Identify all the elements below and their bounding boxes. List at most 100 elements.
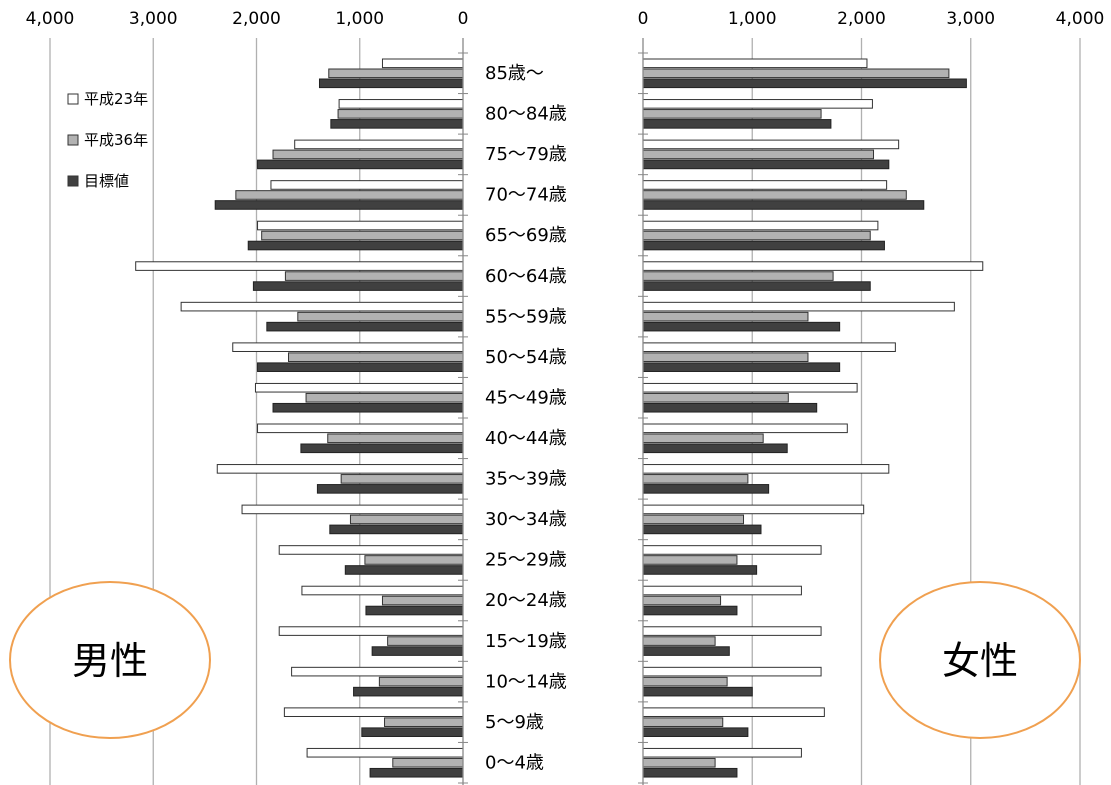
male-bar xyxy=(344,565,464,575)
age-group-label: 15～19歳 xyxy=(485,631,567,652)
male-bar xyxy=(353,686,464,697)
female-bar xyxy=(642,78,967,89)
female-bar xyxy=(642,484,770,494)
male-bar xyxy=(266,321,464,332)
female-bar xyxy=(642,595,722,606)
male-bar xyxy=(216,464,464,474)
female-tick-label: 0 xyxy=(638,9,649,29)
legend-label: 目標値 xyxy=(84,172,129,190)
female-bar xyxy=(642,159,890,170)
age-group-label: 70～74歳 xyxy=(485,185,567,206)
male-bar xyxy=(294,139,464,150)
male-bar xyxy=(305,392,464,403)
legend-swatch xyxy=(67,93,79,105)
female-bar xyxy=(642,382,858,393)
male-bar xyxy=(272,402,464,413)
bars xyxy=(135,58,984,778)
male-bar xyxy=(340,474,464,484)
female-bar xyxy=(642,565,758,575)
male-bar xyxy=(349,514,464,525)
female-bar xyxy=(642,342,896,352)
male-bar xyxy=(381,595,464,606)
male-bar xyxy=(387,636,464,646)
male-bar xyxy=(316,484,464,494)
male-bar xyxy=(378,676,464,687)
female-bar xyxy=(642,271,834,281)
female-bar xyxy=(642,524,762,535)
female-bar xyxy=(642,321,841,332)
female-bar xyxy=(642,352,809,362)
female-bar xyxy=(642,392,789,403)
male-bar xyxy=(284,271,464,281)
female-bar xyxy=(642,747,802,758)
age-group-label: 0～4歳 xyxy=(485,752,544,773)
age-group-label: 5～9歳 xyxy=(485,712,544,733)
male-bar xyxy=(329,524,464,535)
male-bar xyxy=(288,352,464,362)
female-bar xyxy=(642,443,788,454)
female-bar xyxy=(642,676,728,687)
male-bar xyxy=(180,301,464,312)
female-bar xyxy=(642,149,875,160)
age-group-label: 25～29歳 xyxy=(485,550,567,571)
male-bar xyxy=(291,666,464,677)
female-bar xyxy=(642,281,871,291)
female-bar xyxy=(642,362,841,372)
female-tick-label: 3,000 xyxy=(946,9,995,29)
male-bar xyxy=(338,99,464,109)
female-bar xyxy=(642,139,900,150)
female-bar xyxy=(642,58,868,69)
male-bar xyxy=(257,220,464,231)
legend-label: 平成36年 xyxy=(84,131,148,149)
age-group-label: 35～39歳 xyxy=(485,469,567,490)
male-bar xyxy=(318,78,464,89)
male-bar xyxy=(135,261,464,271)
male-bar xyxy=(365,605,464,616)
male-bar xyxy=(306,747,464,758)
female-bar xyxy=(642,504,865,515)
male-bar xyxy=(381,58,464,69)
male-tick-label: 3,000 xyxy=(129,9,178,29)
female-bar xyxy=(642,605,738,616)
age-group-label: 10～14歳 xyxy=(485,671,567,692)
female-bar xyxy=(642,727,749,737)
female-bar xyxy=(642,180,888,190)
male-bar xyxy=(328,68,464,79)
female-bar xyxy=(642,230,871,241)
male-bar xyxy=(232,342,464,352)
female-bar xyxy=(642,555,738,565)
female-bar xyxy=(642,433,764,444)
male-bar xyxy=(300,443,464,454)
female-tick-label: 2,000 xyxy=(837,9,886,29)
female-bar xyxy=(642,646,730,656)
male-bar xyxy=(257,159,464,170)
age-group-label: 50～54歳 xyxy=(485,347,567,368)
male-bar xyxy=(364,555,464,565)
legend-swatch xyxy=(67,175,79,187)
male-bar xyxy=(392,757,464,768)
male-bar xyxy=(297,311,464,322)
female-bar xyxy=(642,200,925,210)
female-bar xyxy=(642,423,848,434)
female-bar xyxy=(642,109,822,119)
male-bar xyxy=(278,626,464,636)
category-labels: 85歳～ 80～84歳 75～79歳 70～74歳 65～69歳 60～64歳 55～59歳… xyxy=(485,63,567,773)
age-group-label: 55～59歳 xyxy=(485,306,567,327)
female-tick-label: 4,000 xyxy=(1056,9,1105,29)
gender-label: 女性 xyxy=(942,639,1018,683)
male-bar xyxy=(278,545,464,555)
male-bar xyxy=(384,717,464,727)
female-bar xyxy=(642,757,716,768)
axes: 0 1,000 2,000 3,000 4,000 0 1,000 2,000 3,000 4,0… xyxy=(26,9,1105,785)
female-bar xyxy=(642,626,822,636)
gender-badges: 男性 女性 xyxy=(9,581,1081,739)
female-bar xyxy=(642,99,873,109)
female-bar xyxy=(642,707,825,717)
female-bar xyxy=(642,68,950,79)
female-bar xyxy=(642,585,802,596)
gender-label: 男性 xyxy=(72,639,148,683)
gender-badge xyxy=(879,581,1081,739)
female-bar xyxy=(642,464,890,474)
